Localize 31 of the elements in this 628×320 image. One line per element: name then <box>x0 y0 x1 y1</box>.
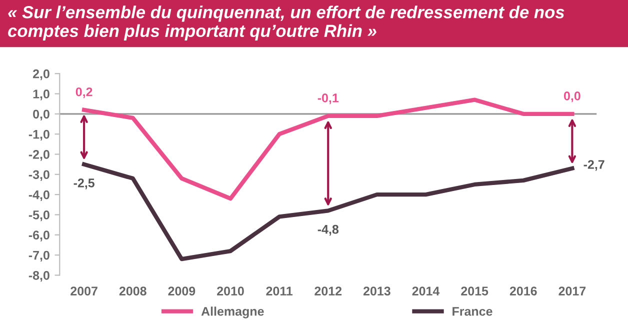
x-tick-label: 2014 <box>412 286 440 296</box>
y-tick-label: -8,0 <box>28 271 50 282</box>
data-label: -2,5 <box>74 178 94 190</box>
x-tick-label: 2008 <box>119 286 146 296</box>
y-tick-label: -1,0 <box>28 130 50 141</box>
y-tick-label: -7,0 <box>28 250 50 262</box>
x-tick-label: 2017 <box>558 286 586 296</box>
x-tick-label: 2011 <box>266 286 293 296</box>
y-tick-label: -5,0 <box>28 210 50 222</box>
y-tick-label: 1,0 <box>33 90 50 100</box>
y-tick-label: 0,0 <box>33 110 50 120</box>
chart-title: « Sur l’ensemble du quinquennat, un effort de redressement de nos comptes bien plus important qu’outre Rhin » <box>8 6 564 40</box>
y-tick-label: -3,0 <box>28 170 50 181</box>
x-tick-label: 2016 <box>510 286 537 296</box>
y-tick-label: 2,0 <box>32 69 50 80</box>
data-label: 0,2 <box>76 87 92 98</box>
y-tick-label: -4,0 <box>28 190 50 202</box>
data-label: -4,8 <box>318 224 339 236</box>
x-tick-label: 2015 <box>461 286 488 296</box>
legend-label: France <box>452 307 492 316</box>
data-label: -2,7 <box>584 160 604 171</box>
x-tick-label: 2010 <box>217 286 244 296</box>
data-label: -0,1 <box>318 94 339 104</box>
data-label: 0,0 <box>564 91 580 102</box>
y-tick-label: -6,0 <box>28 230 50 242</box>
x-tick-label: 2007 <box>70 286 98 296</box>
legend-label: Allemagne <box>201 306 264 318</box>
x-tick-label: 2013 <box>363 286 390 296</box>
x-tick-label: 2009 <box>168 286 196 296</box>
x-tick-label: 2012 <box>314 286 342 296</box>
y-tick-label: -2,0 <box>28 150 50 161</box>
